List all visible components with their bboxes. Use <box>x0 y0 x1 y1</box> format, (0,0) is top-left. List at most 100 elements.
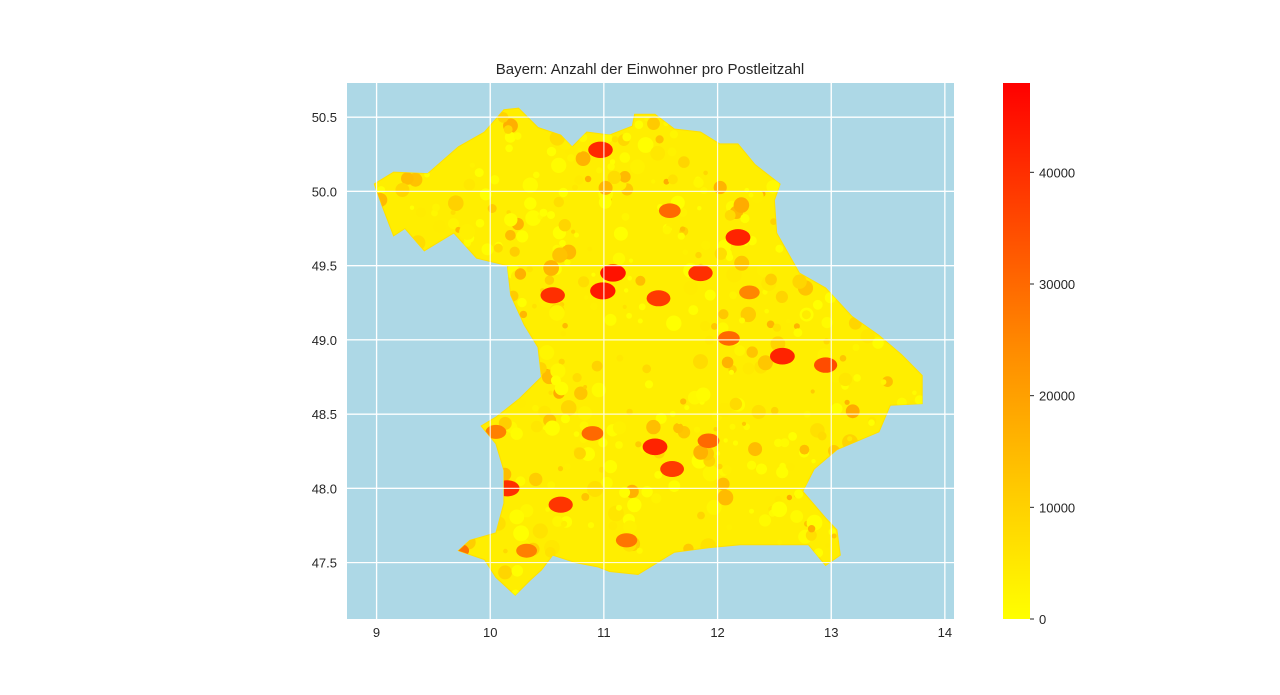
postcode-area <box>584 295 589 300</box>
postcode-hotspot <box>697 433 720 449</box>
postcode-area <box>642 364 652 374</box>
postcode-area <box>612 421 627 435</box>
postcode-area <box>677 232 685 240</box>
postcode-area <box>635 275 646 286</box>
postcode-area <box>544 420 560 436</box>
postcode-area <box>516 230 529 243</box>
postcode-area <box>550 375 561 386</box>
postcode-area <box>584 175 592 183</box>
postcode-area <box>817 431 827 441</box>
postcode-area <box>524 197 537 210</box>
y-tick-label: 48.5 <box>312 407 337 422</box>
postcode-area <box>635 441 642 448</box>
postcode-area <box>549 305 565 321</box>
postcode-area <box>717 463 723 470</box>
postcode-area <box>729 397 743 411</box>
postcode-area <box>693 177 704 188</box>
postcode-area <box>626 408 633 416</box>
postcode-area <box>591 272 596 277</box>
postcode-area <box>463 178 476 191</box>
postcode-area <box>746 346 758 358</box>
postcode-area <box>771 501 788 518</box>
postcode-area <box>545 507 551 512</box>
postcode-area <box>607 163 615 171</box>
postcode-area <box>432 203 440 212</box>
postcode-area <box>713 427 718 432</box>
y-tick-label: 47.5 <box>312 556 337 571</box>
postcode-area <box>564 463 571 470</box>
postcode-area <box>805 529 817 541</box>
postcode-area <box>630 159 645 175</box>
postcode-area <box>636 547 643 554</box>
postcode-area <box>775 244 784 253</box>
postcode-area <box>726 524 733 531</box>
colorbar <box>1003 83 1030 619</box>
x-tick-label: 13 <box>824 625 838 640</box>
postcode-area <box>552 516 563 527</box>
postcode-area <box>825 542 831 549</box>
postcode-area <box>532 523 548 539</box>
y-axis-ticks: 47.5 48.0 48.5 49.0 49.5 50.0 50.5 <box>312 110 337 570</box>
postcode-area <box>717 489 734 506</box>
y-tick-label: 49.0 <box>312 333 337 348</box>
postcode-area <box>693 426 701 433</box>
postcode-hotspot <box>725 229 751 246</box>
postcode-area <box>655 135 664 144</box>
postcode-area <box>831 533 837 539</box>
postcode-area <box>574 232 579 238</box>
postcode-area <box>575 151 591 167</box>
postcode-area <box>751 404 766 420</box>
postcode-area <box>626 312 632 319</box>
postcode-hotspot <box>615 533 638 548</box>
postcode-area <box>699 320 711 332</box>
postcode-area <box>717 402 732 418</box>
y-tick-label: 48.0 <box>312 481 337 496</box>
postcode-area <box>510 427 523 440</box>
postcode-area <box>634 120 644 129</box>
postcode-area <box>547 211 555 220</box>
postcode-area <box>498 565 513 580</box>
postcode-area <box>647 117 660 130</box>
postcode-area <box>655 412 667 424</box>
postcode-area <box>756 463 767 475</box>
postcode-area <box>697 206 702 211</box>
postcode-area <box>770 406 779 415</box>
postcode-area <box>619 171 631 183</box>
postcode-area <box>684 405 690 411</box>
postcode-area <box>788 432 797 441</box>
postcode-area <box>734 255 750 271</box>
postcode-area <box>740 306 756 323</box>
postcode-area <box>852 344 860 351</box>
postcode-area <box>644 380 654 389</box>
postcode-area <box>558 219 571 232</box>
postcode-area <box>587 246 593 252</box>
postcode-area <box>509 246 520 257</box>
postcode-area <box>519 310 528 319</box>
postcode-area <box>509 509 525 525</box>
postcode-area <box>573 431 580 437</box>
postcode-area <box>503 548 508 554</box>
postcode-area <box>847 436 853 442</box>
postcode-area <box>748 442 763 457</box>
postcode-area <box>548 390 553 395</box>
y-tick-label: 50.5 <box>312 110 337 125</box>
postcode-area <box>638 340 649 350</box>
postcode-area <box>554 381 569 396</box>
postcode-hotspot <box>581 426 604 441</box>
postcode-area <box>574 386 588 400</box>
postcode-area <box>517 297 527 308</box>
postcode-hotspot <box>646 290 671 307</box>
postcode-area <box>578 276 590 288</box>
postcode-area <box>627 275 632 281</box>
x-tick-label: 9 <box>373 625 380 640</box>
postcode-area <box>724 209 736 221</box>
postcode-area <box>722 465 732 475</box>
postcode-hotspot <box>814 357 838 373</box>
postcode-hotspot <box>588 141 613 158</box>
postcode-area <box>729 423 736 430</box>
postcode-area <box>703 170 708 176</box>
x-tick-label: 14 <box>938 625 952 640</box>
postcode-area <box>654 471 663 479</box>
postcode-area <box>668 480 681 492</box>
postcode-area <box>697 511 705 520</box>
